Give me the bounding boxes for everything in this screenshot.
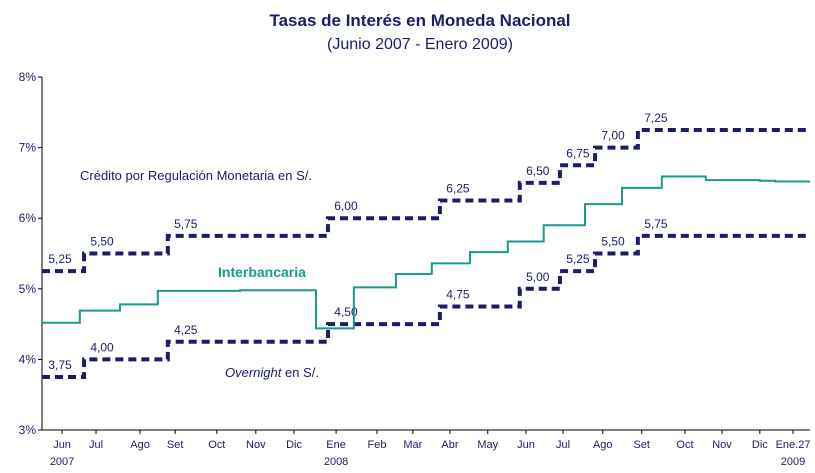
x-tick-label: May: [477, 439, 498, 451]
data-label: 5,50: [90, 235, 114, 249]
x-tick-label: Nov: [246, 439, 266, 451]
x-tick-label: Ago: [593, 439, 613, 451]
annotation-part: Overnight: [225, 365, 283, 380]
x-tick-label: Oct: [676, 439, 693, 451]
chart-title: Tasas de Interés en Moneda Nacional: [269, 11, 570, 30]
x-tick-label: Mar: [403, 439, 422, 451]
x-tick-label: Set: [633, 439, 650, 451]
x-tick-label: Set: [167, 439, 184, 451]
x-tick-label: Dic: [752, 439, 768, 451]
data-label: 5,75: [174, 217, 198, 231]
x-tick-label: Feb: [368, 439, 387, 451]
data-label: 6,50: [526, 164, 550, 178]
step-line: [42, 175, 810, 330]
annotation-part: en S/.: [281, 365, 319, 380]
annotation: Crédito por Regulación Monetaria en S/.: [80, 168, 312, 183]
data-label: 7,25: [644, 111, 668, 125]
x-tick-label: Ene: [326, 439, 346, 451]
step-line: [42, 127, 810, 274]
x-tick-label: Jul: [556, 439, 570, 451]
x-tick-label: Oct: [208, 439, 225, 451]
y-tick-label: 7%: [19, 141, 37, 155]
data-label: 6,75: [566, 146, 590, 160]
x-tick-label: Ene.27: [776, 439, 811, 451]
x-tick-label: Dic: [286, 439, 302, 451]
x-tick-label: Abr: [441, 439, 458, 451]
y-tick-label: 8%: [19, 70, 37, 84]
data-label: 5,00: [526, 270, 550, 284]
data-label: 5,25: [566, 252, 590, 266]
step-line: [42, 233, 810, 380]
data-label: 4,50: [334, 305, 358, 319]
data-label: 3,75: [48, 358, 72, 372]
data-label: 6,25: [446, 182, 470, 196]
year-label: 2007: [50, 456, 74, 468]
data-label: 6,00: [334, 199, 358, 213]
data-label: 4,00: [90, 340, 114, 354]
x-tick-label: Ago: [130, 439, 150, 451]
year-label: 2008: [324, 456, 348, 468]
year-label: 2009: [781, 456, 805, 468]
data-label: 5,50: [601, 235, 625, 249]
x-tick-label: Jun: [53, 439, 71, 451]
x-tick-label: Jul: [89, 439, 103, 451]
data-label: 4,25: [174, 323, 198, 337]
data-label: 5,25: [48, 252, 72, 266]
x-tick-label: Jun: [517, 439, 535, 451]
annotation: Overnight en S/.: [225, 365, 319, 380]
data-label: 4,75: [446, 287, 470, 301]
y-tick-label: 5%: [19, 282, 37, 296]
y-tick-label: 4%: [19, 352, 37, 366]
y-tick-label: 3%: [19, 423, 37, 437]
data-label: 7,00: [601, 129, 625, 143]
y-tick-label: 6%: [19, 211, 37, 225]
data-label: 5,75: [644, 217, 668, 231]
x-tick-label: Nov: [712, 439, 732, 451]
annotation: Interbancaria: [218, 264, 306, 280]
chart-subtitle: (Junio 2007 - Enero 2009): [327, 36, 513, 53]
